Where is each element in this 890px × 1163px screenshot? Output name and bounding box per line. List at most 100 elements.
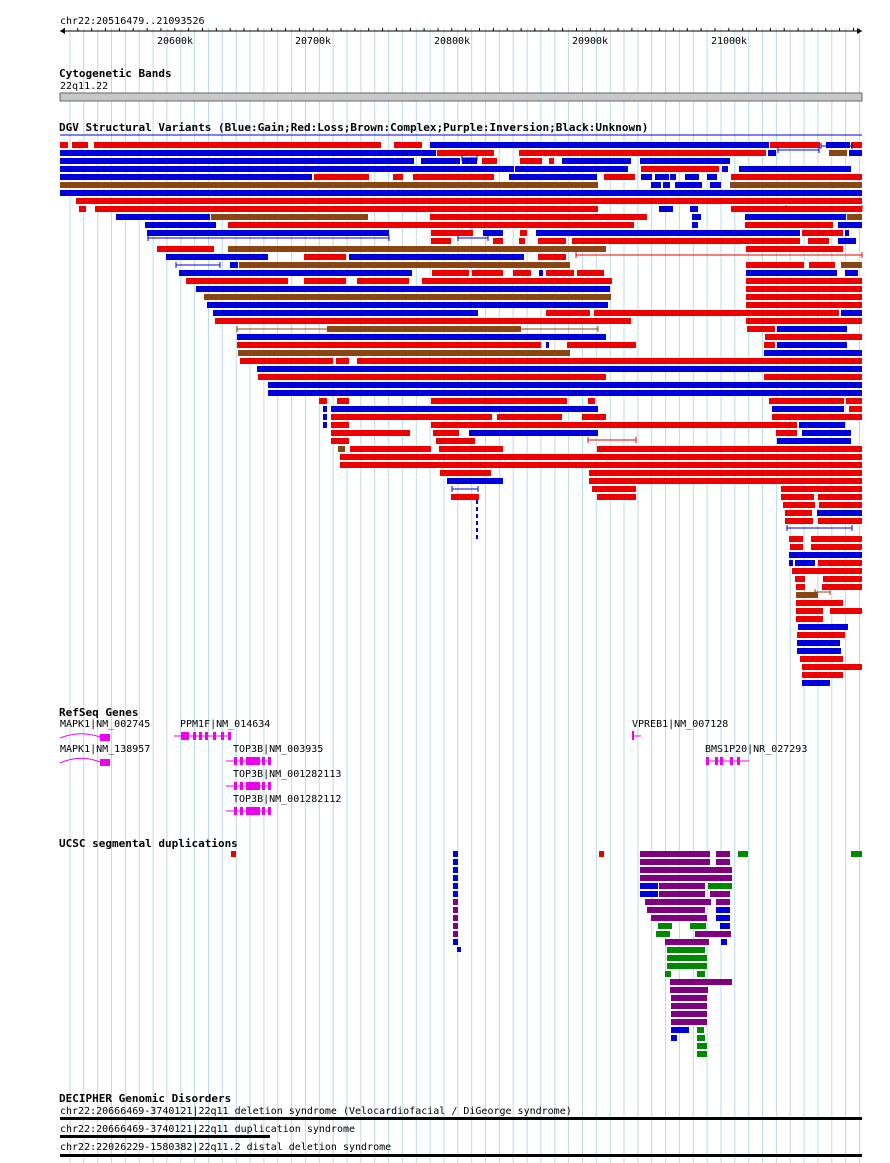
dgv-variant[interactable] xyxy=(692,214,701,220)
dgv-variant[interactable] xyxy=(811,536,862,542)
gene-exon[interactable] xyxy=(268,757,271,765)
dgv-variant[interactable] xyxy=(663,182,670,188)
dgv-variant[interactable] xyxy=(451,494,479,500)
dgv-variant[interactable] xyxy=(257,366,862,372)
dgv-variant[interactable] xyxy=(675,182,702,188)
dgv-variant[interactable] xyxy=(769,398,844,404)
dgv-variant[interactable] xyxy=(819,502,862,508)
dgv-variant[interactable] xyxy=(597,446,862,452)
segdup-feature[interactable] xyxy=(231,851,236,857)
gene-exon[interactable] xyxy=(246,757,260,765)
dgv-variant[interactable] xyxy=(95,206,598,212)
segdup-feature[interactable] xyxy=(453,931,458,937)
dgv-variant[interactable] xyxy=(597,494,636,500)
dgv-variant[interactable] xyxy=(802,680,830,686)
gene-intron-line[interactable] xyxy=(59,757,101,764)
dgv-variant[interactable] xyxy=(228,222,634,228)
segdup-feature[interactable] xyxy=(716,907,730,913)
dgv-variant[interactable] xyxy=(764,374,862,380)
segdup-feature[interactable] xyxy=(667,963,707,969)
dgv-variant[interactable] xyxy=(830,608,862,614)
segdup-feature[interactable] xyxy=(656,931,670,937)
dgv-variant[interactable] xyxy=(431,230,473,236)
cytoband-bar[interactable] xyxy=(59,92,863,102)
dgv-variant[interactable] xyxy=(777,438,851,444)
dgv-variant[interactable] xyxy=(685,174,699,180)
dgv-variant[interactable] xyxy=(336,358,349,364)
dgv-variant[interactable] xyxy=(707,174,717,180)
segdup-feature[interactable] xyxy=(697,1027,704,1033)
dgv-variant[interactable] xyxy=(745,214,846,220)
gene-exon[interactable] xyxy=(730,757,733,765)
gene-label[interactable]: TOP3B|NM_003935 xyxy=(233,744,323,755)
dgv-variant[interactable] xyxy=(546,270,574,276)
gene-exon[interactable] xyxy=(246,782,260,790)
decipher-entry-label[interactable]: chr22:20666469-3740121|22q11 duplication… xyxy=(60,1124,355,1135)
dgv-variant[interactable] xyxy=(204,294,611,300)
gene-exon[interactable] xyxy=(240,757,243,765)
dgv-variant[interactable] xyxy=(781,494,814,500)
dgv-variant[interactable] xyxy=(746,302,862,308)
dgv-variant[interactable] xyxy=(796,608,823,614)
segdup-feature[interactable] xyxy=(670,987,708,993)
dgv-variant[interactable] xyxy=(670,174,676,180)
gene-exon[interactable] xyxy=(100,734,110,741)
dgv-variant[interactable] xyxy=(549,158,554,164)
dgv-variant[interactable] xyxy=(747,326,775,332)
gene-exon[interactable] xyxy=(199,732,202,740)
dgv-variant[interactable] xyxy=(520,230,527,236)
dgv-variant[interactable] xyxy=(472,270,503,276)
dgv-variant[interactable] xyxy=(350,446,431,452)
dgv-variant[interactable] xyxy=(818,518,862,524)
segdup-feature[interactable] xyxy=(708,883,732,889)
dgv-variant[interactable] xyxy=(799,422,845,428)
dgv-variant[interactable] xyxy=(213,310,478,316)
segdup-feature[interactable] xyxy=(453,851,458,857)
dgv-variant[interactable] xyxy=(483,230,503,236)
dgv-variant[interactable] xyxy=(439,446,503,452)
dgv-variant[interactable] xyxy=(589,478,862,484)
gene-exon[interactable] xyxy=(234,782,237,790)
dgv-variant[interactable] xyxy=(802,664,862,670)
dgv-variant[interactable] xyxy=(817,510,862,516)
gene-exon[interactable] xyxy=(228,732,231,740)
dgv-variant[interactable] xyxy=(789,536,803,542)
dgv-variant[interactable] xyxy=(393,174,403,180)
dgv-variant[interactable] xyxy=(482,158,497,164)
dgv-variant[interactable] xyxy=(845,230,849,236)
dgv-variant[interactable] xyxy=(340,462,862,468)
dgv-variant[interactable] xyxy=(823,576,862,582)
dgv-variant[interactable] xyxy=(60,190,862,196)
gene-label[interactable]: VPREB1|NM_007128 xyxy=(632,719,728,730)
gene-label[interactable]: MAPK1|NM_002745 xyxy=(60,719,150,730)
dgv-variant[interactable] xyxy=(796,592,818,598)
dgv-variant[interactable] xyxy=(349,254,524,260)
gene-label[interactable]: MAPK1|NM_138957 xyxy=(60,744,150,755)
dgv-variant[interactable] xyxy=(746,278,862,284)
dgv-variant[interactable] xyxy=(567,342,636,348)
segdup-feature[interactable] xyxy=(665,939,709,945)
dgv-variant[interactable] xyxy=(746,246,843,252)
dgv-variant[interactable] xyxy=(849,150,862,156)
dgv-variant[interactable] xyxy=(116,214,210,220)
gene-exon[interactable] xyxy=(737,757,740,765)
dgv-variant[interactable] xyxy=(60,174,312,180)
gene-intron-line[interactable] xyxy=(59,733,101,739)
dgv-variant[interactable] xyxy=(166,254,268,260)
segdup-feature[interactable] xyxy=(667,947,705,953)
dgv-variant[interactable] xyxy=(809,262,835,268)
segdup-feature[interactable] xyxy=(645,899,711,905)
segdup-feature[interactable] xyxy=(599,851,604,857)
refseq-gene-features[interactable] xyxy=(59,731,749,815)
segdup-feature[interactable] xyxy=(453,915,458,921)
dgv-variant[interactable] xyxy=(731,206,862,212)
dgv-variant[interactable] xyxy=(394,142,422,148)
dgv-variant[interactable] xyxy=(577,270,604,276)
dgv-variant[interactable] xyxy=(808,238,829,244)
dgv-variant[interactable] xyxy=(440,470,491,476)
dgv-variant[interactable] xyxy=(147,230,389,236)
dgv-variant[interactable] xyxy=(337,398,349,404)
dgv-variant[interactable] xyxy=(785,510,812,516)
segdup-feature[interactable] xyxy=(453,859,458,865)
gene-exon[interactable] xyxy=(268,782,271,790)
